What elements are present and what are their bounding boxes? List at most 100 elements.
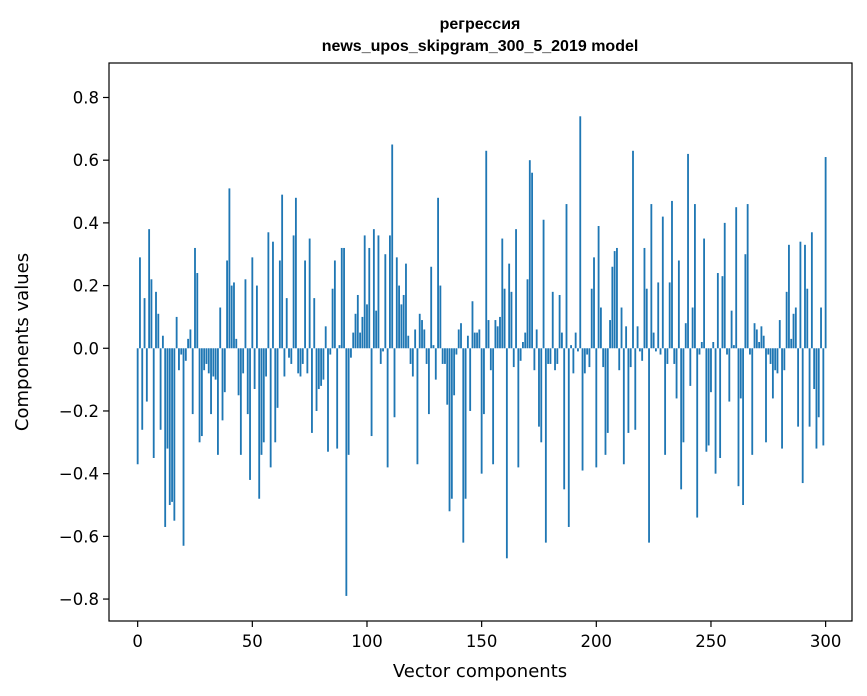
bar [785,291,788,349]
y-tick-label: −0.2 [59,402,99,421]
bar [801,348,804,484]
bar [769,348,772,364]
bar [478,329,481,349]
bar [535,329,538,349]
bar [276,348,279,408]
bar [150,279,153,349]
bar [567,348,570,527]
bar [418,313,421,349]
bar [228,188,231,349]
bar [405,263,407,349]
bar [694,204,696,349]
x-axis-ticks: 0 50 100 150 200 250 300 [132,621,841,651]
bar [632,150,634,349]
bar [283,348,286,377]
bar [219,307,222,349]
bar [737,348,740,487]
bar [742,348,744,506]
bars-group [136,116,827,596]
bar [810,232,813,349]
bar [804,244,806,349]
bar [173,348,176,521]
bar [650,204,653,349]
y-axis-label: Components values [12,253,33,431]
bar [400,304,403,349]
bar [554,348,556,371]
bar [549,348,552,364]
bar [391,144,394,349]
bar [788,244,790,349]
bar [538,348,540,427]
bar [384,254,387,349]
bar [304,260,306,349]
bar [716,273,719,349]
bar [416,348,419,465]
bar [297,348,300,374]
bar [487,320,490,349]
bar [255,285,258,349]
bar [698,348,701,355]
bar [485,150,488,349]
bar [317,348,320,390]
bar [423,329,426,349]
bar [285,298,288,349]
bar [187,338,190,349]
bar [141,348,144,430]
bar [590,288,593,349]
bar [643,247,646,349]
bar [265,348,267,377]
bar [356,294,359,349]
bar [638,348,641,352]
bar [483,348,485,415]
bar [460,323,462,349]
bar [196,273,199,349]
bar [728,348,731,402]
x-tick-label: 0 [132,632,143,651]
bar [448,348,451,512]
bar [274,348,277,443]
bar [327,348,329,452]
bar [350,348,352,358]
bar [414,329,417,349]
bar [347,348,350,455]
bar [379,348,382,364]
bar [450,348,453,499]
bar [700,342,703,349]
bar [820,307,822,349]
bar [269,348,272,468]
bar [677,260,680,349]
bar [148,229,151,349]
bar [618,348,621,371]
bar [200,348,203,437]
bar [581,348,584,471]
bar [822,348,825,446]
bar [242,348,245,374]
bar [620,307,623,349]
bar [221,348,224,421]
x-tick-label: 250 [695,632,727,651]
bar [797,348,800,427]
bar [363,235,366,349]
bar [579,116,582,349]
bar [565,204,568,349]
y-axis-ticks: −0.8 −0.6 −0.4 −0.2 0.0 0.2 0.4 0.6 0.8 [59,88,109,609]
bar [492,348,495,465]
bar [338,345,341,349]
bar [320,348,323,386]
bar [616,247,618,349]
bar [696,348,699,518]
bar [794,307,797,349]
bar [714,348,717,474]
bar [476,332,478,349]
bar [517,348,520,468]
bar [542,219,545,349]
bar [652,332,655,349]
bar [281,194,284,349]
bar [235,338,238,349]
bar [627,348,630,433]
bar [687,153,689,349]
bar [421,320,423,349]
bar [345,348,348,596]
bar [331,288,334,349]
bar [217,348,219,455]
